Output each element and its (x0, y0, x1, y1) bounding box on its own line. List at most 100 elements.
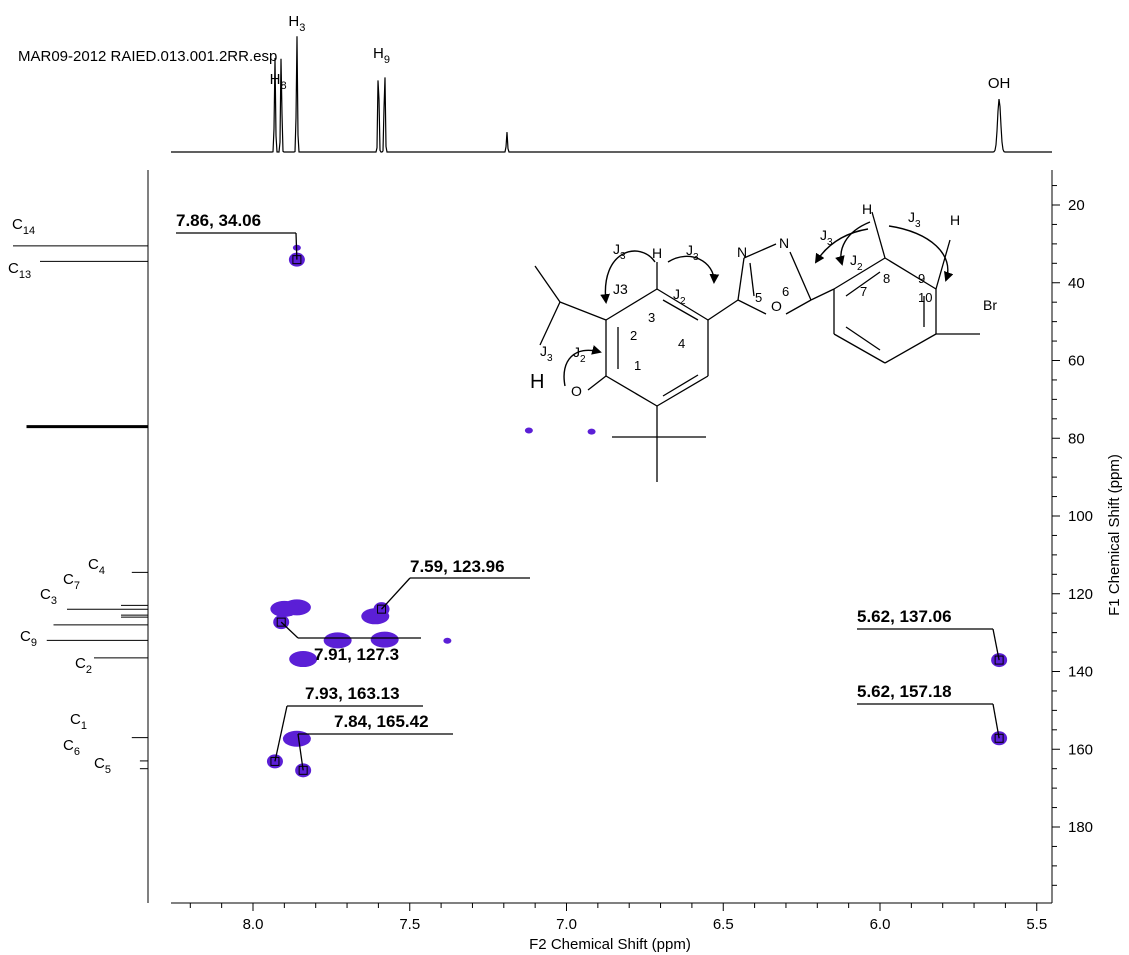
carbon-label-base: C (12, 216, 23, 233)
callout-leader (295, 232, 298, 260)
carbon-label-sub: 9 (31, 637, 37, 649)
proton-label: H9 (373, 45, 390, 66)
carbon-label-base: C (63, 737, 74, 754)
proton-label: OH (988, 75, 1011, 92)
structure-label: 10 (918, 290, 932, 305)
coupling-label: J2 (673, 286, 686, 307)
bond (656, 375, 709, 407)
coupling-label-sub: 3 (620, 251, 626, 262)
structure-label: 2 (630, 328, 637, 343)
coupling-label-base: J (540, 343, 547, 359)
y-axis-title: F1 Chemical Shift (ppm) (1106, 454, 1123, 616)
cross-peak-marker (994, 733, 1004, 743)
bond (935, 239, 951, 290)
x-tick-label: 7.5 (399, 916, 420, 933)
bond (810, 288, 835, 301)
structure-label: 6 (782, 284, 789, 299)
cross-peak-marker (994, 655, 1004, 665)
bond (785, 299, 812, 315)
carbon-label: C6 (63, 737, 80, 758)
coupling-label: J3 (686, 242, 699, 263)
carbon-label-base: C (63, 571, 74, 588)
proton-label-sub: 3 (299, 22, 305, 34)
chart-title: MAR09-2012 RAIED.013.001.2RR.esp (18, 48, 277, 65)
bond (605, 375, 658, 407)
coupling-label-sub: 2 (580, 354, 586, 365)
bond (833, 257, 886, 290)
proton-label-base: OH (988, 75, 1011, 92)
cross-peak-blob (282, 730, 311, 747)
bond (743, 243, 777, 259)
proton-label: H3 (288, 13, 305, 34)
bond (534, 265, 561, 303)
bond (656, 288, 709, 321)
y-tick-label: 140 (1068, 664, 1093, 681)
coupling-label-base: J (686, 242, 693, 258)
coupling-label: J3 (613, 281, 628, 297)
carbon-label-sub: 2 (86, 664, 92, 676)
carbon-label-sub: 7 (74, 580, 80, 592)
coupling-label-sub: 3 (693, 252, 699, 263)
bond (845, 271, 881, 297)
proton-label-base: H (373, 45, 384, 62)
structure-label: N (737, 244, 747, 260)
coupling-label-base: J (573, 344, 580, 360)
cross-peak-label: 5.62, 137.06 (857, 607, 952, 626)
y-tick-label: 100 (1068, 508, 1093, 525)
coupling-arrow (563, 345, 602, 387)
carbon-label-base: C (75, 655, 86, 672)
carbon-label-base: C (70, 711, 81, 728)
cross-peak-label: 7.91, 127.3 (314, 645, 399, 664)
coupling-label-base: J (613, 241, 620, 257)
structure-label: 9 (918, 271, 925, 286)
structure-label: 5 (755, 290, 762, 305)
y-tick-label: 40 (1068, 275, 1085, 292)
coupling-label-sub: 2 (680, 296, 686, 307)
structure-label: 8 (883, 271, 890, 286)
cross-peak-blob (289, 651, 318, 668)
carbon-label-sub: 6 (74, 746, 80, 758)
coupling-arrow (888, 225, 954, 282)
y-tick-label: 160 (1068, 741, 1093, 758)
cross-peak-label: 5.62, 157.18 (857, 682, 952, 701)
proton-label-sub: 9 (384, 54, 390, 66)
bond (789, 251, 812, 301)
x-tick-label: 6.5 (713, 916, 734, 933)
coupling-label-base: J (850, 252, 857, 268)
bond (737, 257, 745, 301)
coupling-label-base: J (673, 286, 680, 302)
proton-label-base: H (288, 13, 299, 30)
structure-label: N (779, 235, 789, 251)
y-tick-label: 120 (1068, 586, 1093, 603)
cross-peak-label: 7.93, 163.13 (305, 684, 400, 703)
cross-peaks-layer: 7.86, 34.06 7.59, 123.96 7.91, 127.3 5.62, … (176, 211, 1008, 778)
cross-peak-marker (276, 617, 286, 627)
callout-leader (274, 705, 288, 762)
coupling-arrow (667, 255, 720, 284)
carbon-label-sub: 14 (23, 225, 35, 237)
axes-layer: 8.0 7.5 7.0 6.5 6.0 5.52040608010012014016018… (147, 170, 1093, 933)
x-axis-title: F2 Chemical Shift (ppm) (529, 936, 691, 953)
carbon-label: C5 (94, 755, 111, 776)
bond (737, 299, 767, 315)
carbon-label: C9 (20, 628, 37, 649)
bond (884, 333, 937, 364)
y-tick-label: 80 (1068, 430, 1085, 447)
structure-label: 3 (648, 310, 655, 325)
bond (662, 299, 699, 321)
proton-label: H8 (270, 71, 287, 92)
x-tick-label: 5.5 (1026, 916, 1047, 933)
cross-peak-blob (370, 631, 399, 648)
cross-peak-blob (323, 632, 352, 649)
carbon-label-sub: 1 (81, 720, 87, 732)
carbon-label-base: C (88, 556, 99, 573)
y-tick-label: 180 (1068, 819, 1093, 836)
bond (833, 333, 886, 364)
carbon-label: C14 (12, 216, 35, 237)
x-tick-label: 7.0 (556, 916, 577, 933)
bond (707, 299, 739, 321)
cross-peak-label: 7.59, 123.96 (410, 557, 505, 576)
bond (749, 262, 755, 297)
